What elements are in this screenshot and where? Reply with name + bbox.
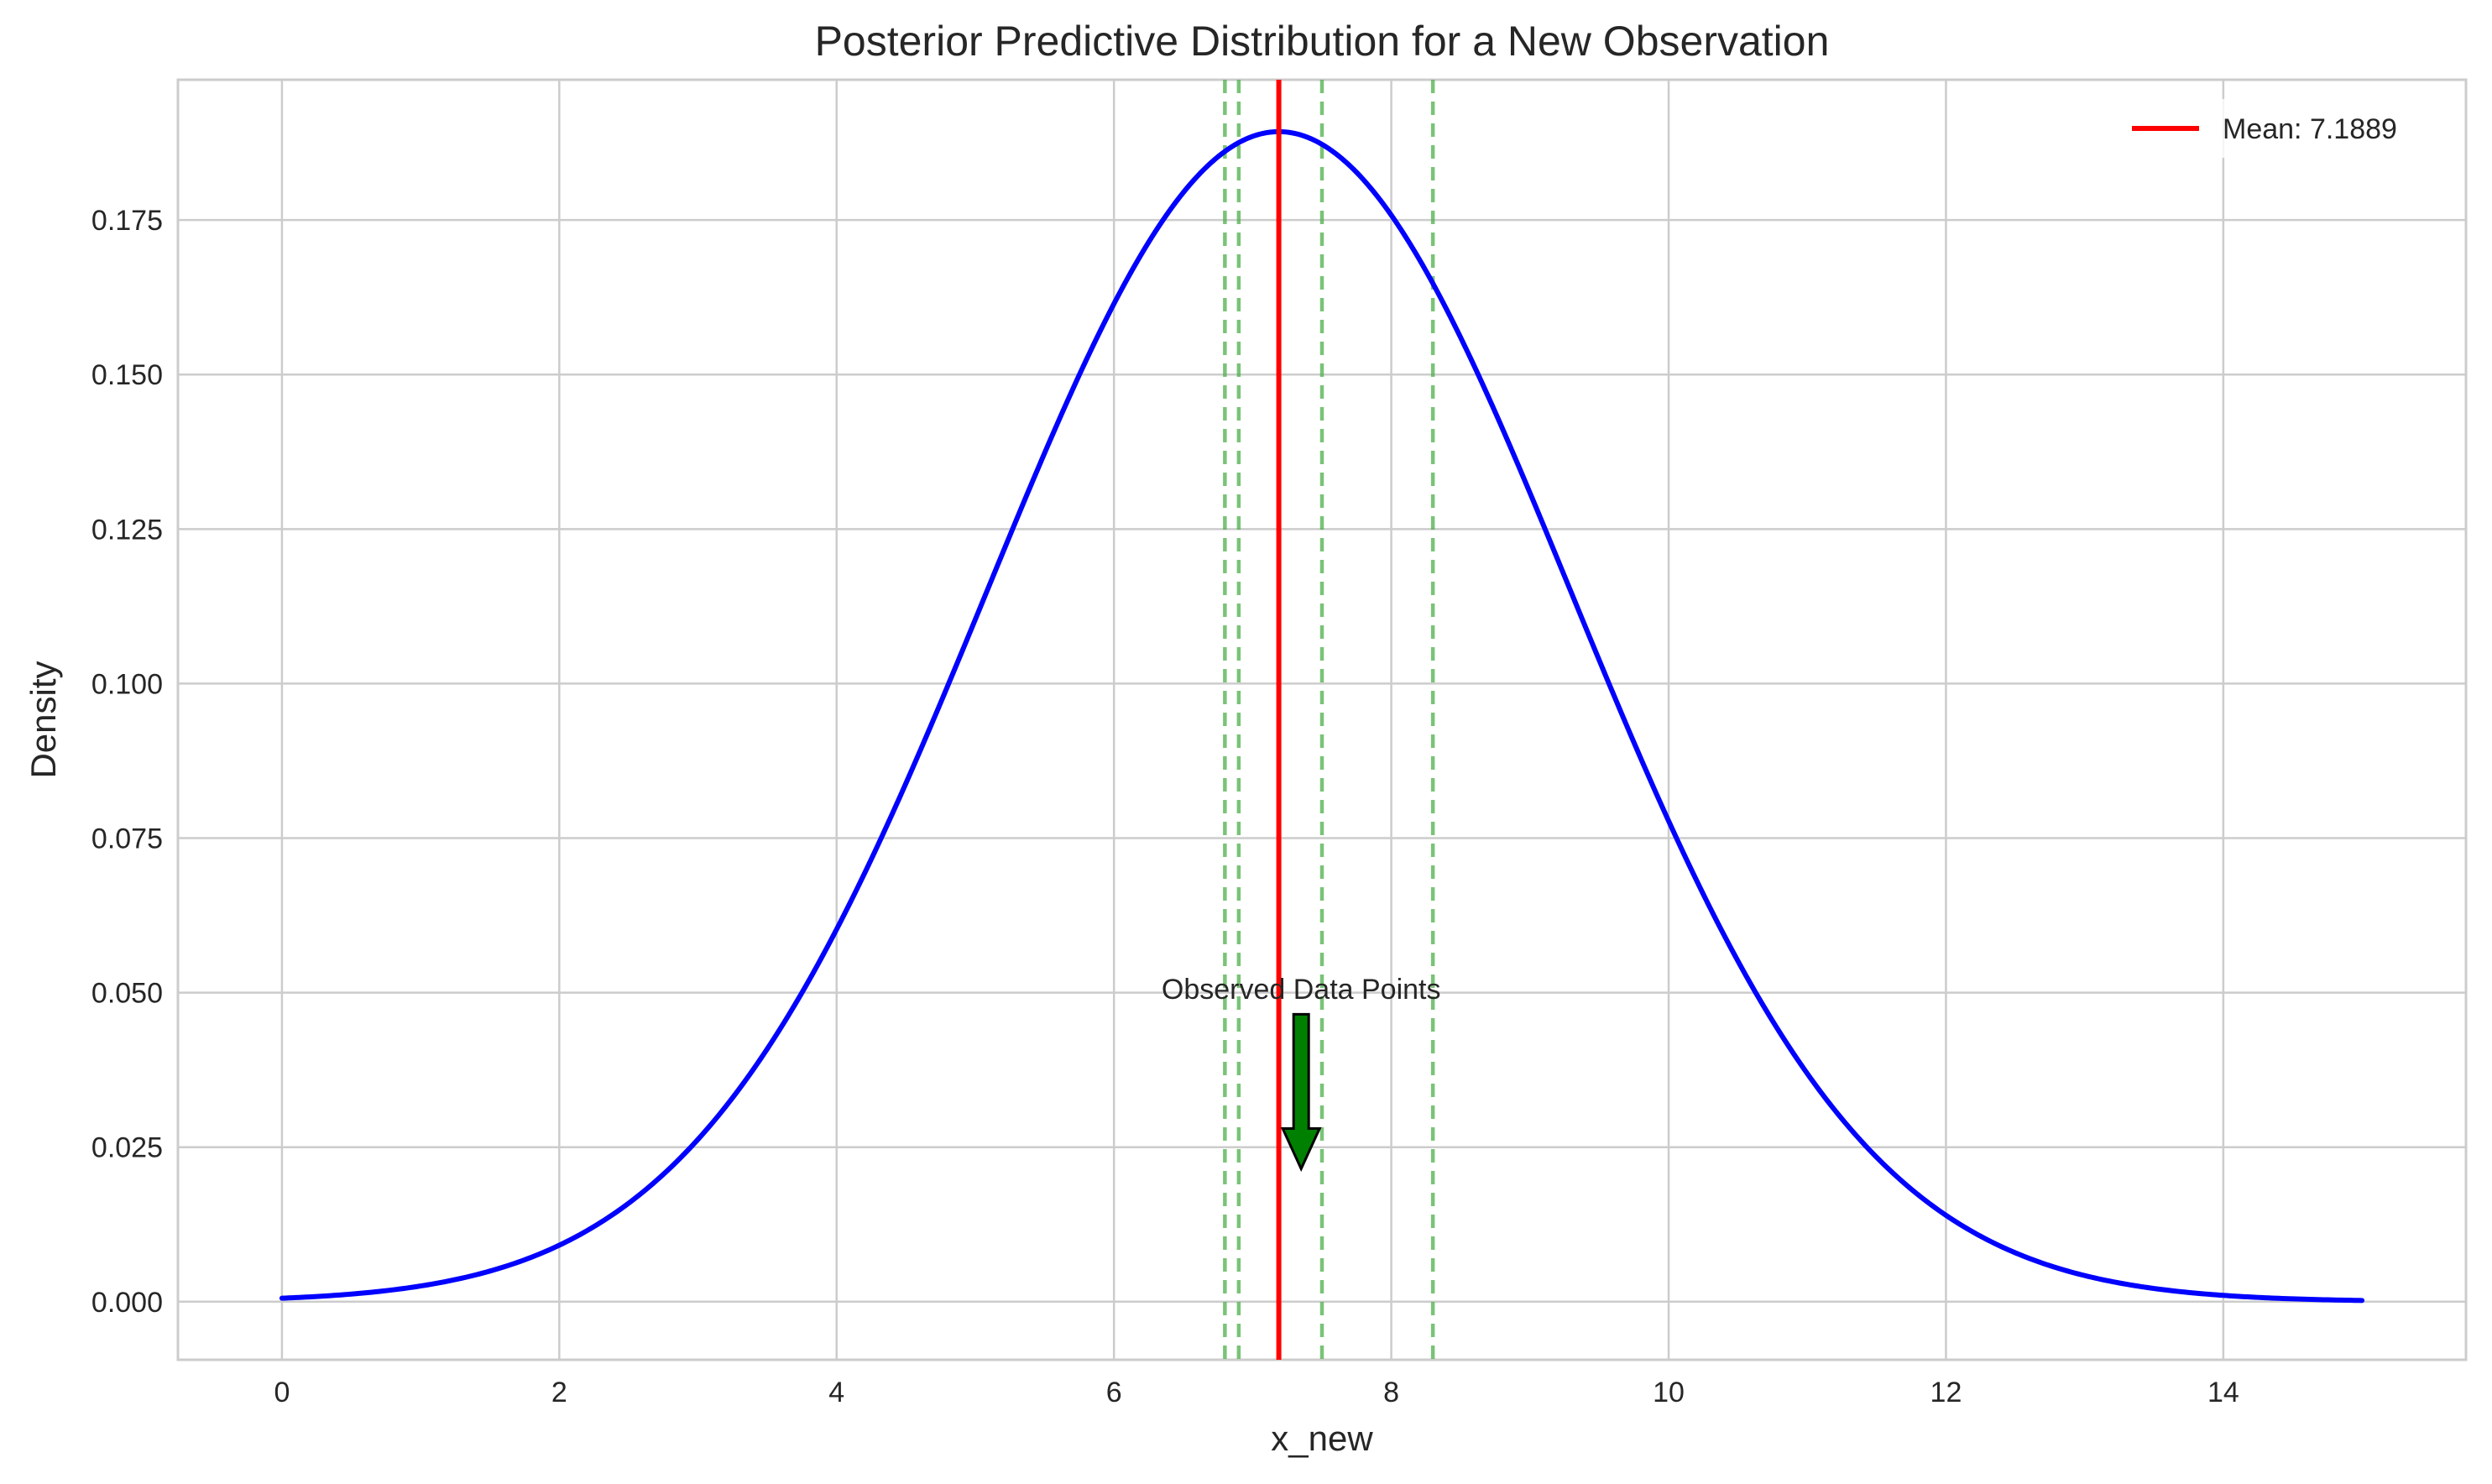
y-tick-label: 0.050	[91, 978, 163, 1010]
annotation-layer: Observed Data Points	[1162, 974, 1441, 1173]
annotation-arrow	[1280, 1012, 1322, 1173]
y-tick-label: 0.125	[91, 514, 163, 546]
x-axis-label: x_new	[1271, 1419, 1373, 1458]
y-tick-label: 0.150	[91, 359, 163, 391]
x-tick-label: 6	[1106, 1377, 1122, 1408]
y-tick-label: 0.175	[91, 205, 163, 237]
y-tick-label: 0.075	[91, 823, 163, 855]
x-tick-label: 0	[274, 1377, 290, 1408]
x-tick-label: 10	[1653, 1377, 1685, 1408]
chart-title: Posterior Predictive Distribution for a …	[815, 18, 1830, 65]
x-tick-label: 8	[1383, 1377, 1399, 1408]
legend-label-mean: Mean: 7.1889	[2223, 113, 2397, 145]
x-tick-label: 4	[828, 1377, 844, 1408]
y-tick-label: 0.100	[91, 668, 163, 700]
y-axis-label: Density	[24, 661, 63, 778]
series-layer	[279, 80, 2365, 1360]
x-tick-label: 14	[2207, 1377, 2239, 1408]
annotation-text: Observed Data Points	[1162, 974, 1441, 1006]
y-tick-label: 0.025	[91, 1132, 163, 1164]
x-tick-label: 12	[1930, 1377, 1962, 1408]
y-tick-label: 0.000	[91, 1287, 163, 1319]
legend: Mean: 7.1889	[2115, 99, 2451, 158]
density-curve	[279, 128, 2365, 1304]
x-tick-label: 2	[551, 1377, 567, 1408]
tick-labels: 0 2 4 6 8 10 12 14 0.000 0.025 0.050 0.075 0.100 0.12…	[91, 205, 2239, 1408]
